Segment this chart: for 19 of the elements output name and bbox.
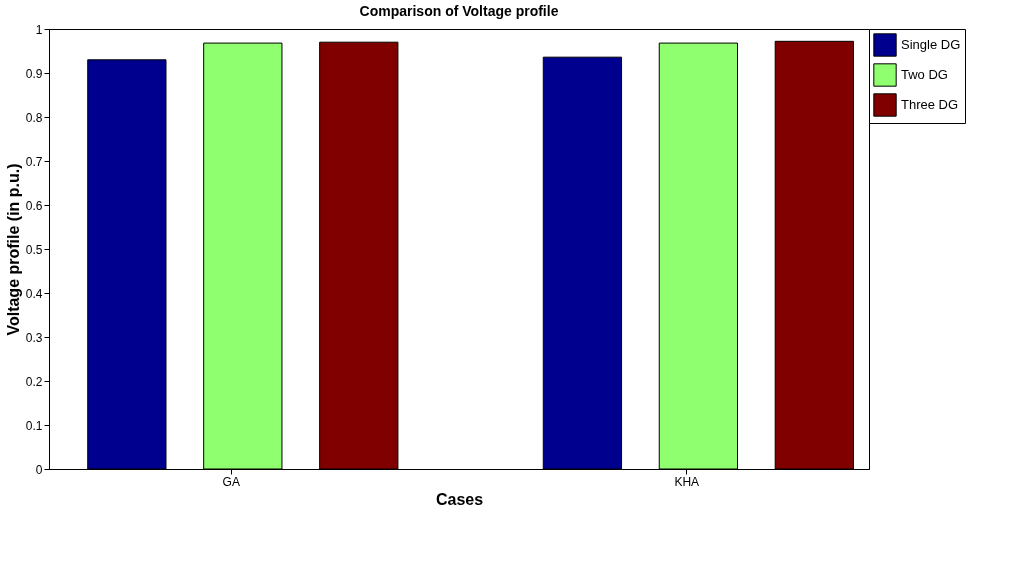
y-tick-label: 0.6 (25, 198, 43, 213)
y-tick-label: 0.2 (25, 374, 43, 389)
legend-label: Single DG (901, 37, 961, 52)
x-tick-label: GA (222, 474, 240, 489)
y-tick-label: 0.9 (25, 66, 43, 81)
x-axis-title: Cases (435, 490, 484, 508)
y-tick-label: 0.7 (25, 154, 43, 169)
chart-title: Comparison of Voltage profile (359, 3, 559, 19)
legend-label: Three DG (901, 97, 959, 112)
y-tick-label: 0.1 (25, 418, 43, 433)
y-tick-label: 0.5 (25, 242, 43, 257)
y-axis-title: Voltage profile (in p.u.) (4, 163, 22, 336)
legend-label: Two DG (901, 67, 948, 82)
y-tick-label: 0.4 (25, 286, 43, 301)
y-tick-label: 0 (35, 462, 43, 477)
y-tick-label: 0.3 (25, 330, 43, 345)
x-tick-label: KHA (674, 474, 700, 489)
y-tick-label: 0.8 (25, 110, 43, 125)
y-tick-label: 1 (35, 22, 43, 37)
